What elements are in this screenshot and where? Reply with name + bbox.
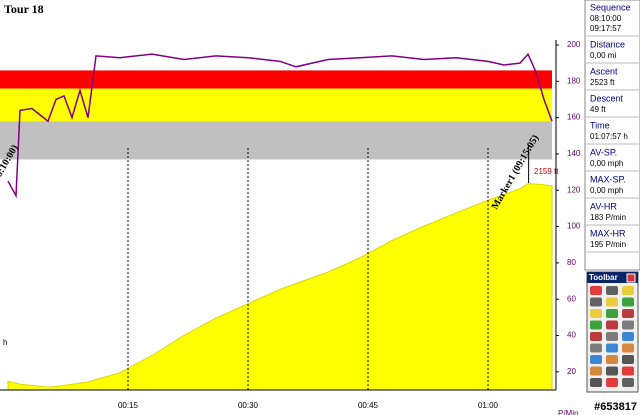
heart-rate-line	[7, 52, 553, 199]
toolbar-titlebar	[587, 272, 638, 283]
toolbar-button[interactable]	[590, 320, 602, 330]
toolbar-close[interactable]	[626, 273, 636, 283]
x-tick-label: 00:15	[118, 401, 139, 410]
toolbar-button[interactable]	[590, 366, 602, 376]
y-tick-label: 60	[567, 294, 576, 303]
toolbar-button[interactable]	[606, 297, 618, 307]
toolbar-button[interactable]	[606, 343, 618, 353]
info-value: 09:17:57	[590, 24, 622, 33]
info-label: AV-SP.	[590, 147, 617, 157]
watermark-bg	[578, 398, 640, 415]
info-value: 2523 ft	[590, 78, 615, 87]
hr-zone	[0, 88, 552, 122]
info-value: 0,00 mph	[590, 159, 623, 168]
chart-title: Tour 18	[4, 2, 44, 16]
info-label: MAX-HR	[590, 228, 626, 238]
toolbar-button[interactable]	[590, 286, 602, 295]
toolbar-button[interactable]	[606, 320, 618, 330]
info-label: Descent	[590, 93, 624, 103]
toolbar-button[interactable]	[606, 366, 618, 376]
altitude-area	[7, 183, 553, 391]
y-tick-label: 20	[567, 367, 576, 376]
info-value: 195 P/min	[590, 240, 626, 249]
toolbar-button[interactable]	[622, 378, 634, 387]
info-label: Sequence	[590, 2, 631, 12]
y-axis-label: P/Min	[558, 409, 578, 415]
x-tick-label: 00:45	[358, 401, 379, 410]
toolbar-button[interactable]	[622, 320, 634, 330]
y-tick-label: 100	[567, 222, 581, 231]
toolbar-button[interactable]	[606, 309, 618, 318]
y-tick-label: 40	[567, 331, 576, 340]
toolbar-button[interactable]	[622, 309, 634, 318]
toolbar-button[interactable]	[590, 343, 602, 353]
toolbar-button[interactable]	[606, 286, 618, 295]
info-label: MAX-SP.	[590, 174, 626, 184]
toolbar-button[interactable]	[590, 332, 602, 341]
info-value: 0,00 mph	[590, 186, 623, 195]
toolbar-button[interactable]	[622, 343, 634, 353]
toolbar-button[interactable]	[622, 286, 634, 295]
toolbar-button[interactable]	[606, 332, 618, 341]
x-tick-label: 00:30	[238, 401, 259, 410]
x-tick-label: 01:00	[478, 401, 499, 410]
info-value: 0,00 mi	[590, 51, 616, 60]
toolbar-button[interactable]	[622, 332, 634, 341]
toolbar-button[interactable]	[606, 378, 618, 387]
y-tick-label: 140	[567, 149, 581, 158]
info-label: AV-HR	[590, 201, 617, 211]
info-value: 49 ft	[590, 105, 606, 114]
y-tick-label: 200	[567, 40, 581, 49]
toolbar-title: Toolbar	[589, 273, 618, 282]
info-value: 01:07:57 h	[590, 132, 628, 141]
info-label: Distance	[590, 39, 625, 49]
x-unit: h	[3, 338, 7, 347]
info-value: 183 P/min	[590, 213, 626, 222]
hr-zone	[0, 121, 552, 160]
y-tick-label: 180	[567, 76, 581, 85]
y-tick-label: 80	[567, 258, 576, 267]
toolbar-button[interactable]	[622, 366, 634, 376]
toolbar-button[interactable]	[590, 309, 602, 318]
peak-label: 2159 ft	[534, 167, 559, 176]
toolbar-button[interactable]	[590, 297, 602, 307]
y-tick-label: 160	[567, 113, 581, 122]
hr-zone	[0, 70, 552, 89]
y-tick-label: 120	[567, 185, 581, 194]
info-value: 08:10:00	[590, 14, 622, 23]
toolbar-button[interactable]	[622, 297, 634, 307]
watermark: #653817	[594, 401, 637, 413]
toolbar-button[interactable]	[606, 355, 618, 364]
info-label: Ascent	[590, 66, 618, 76]
info-label: Time	[590, 120, 610, 130]
toolbar-button[interactable]	[622, 355, 634, 364]
toolbar-button[interactable]	[590, 355, 602, 364]
toolbar-button[interactable]	[590, 378, 602, 387]
